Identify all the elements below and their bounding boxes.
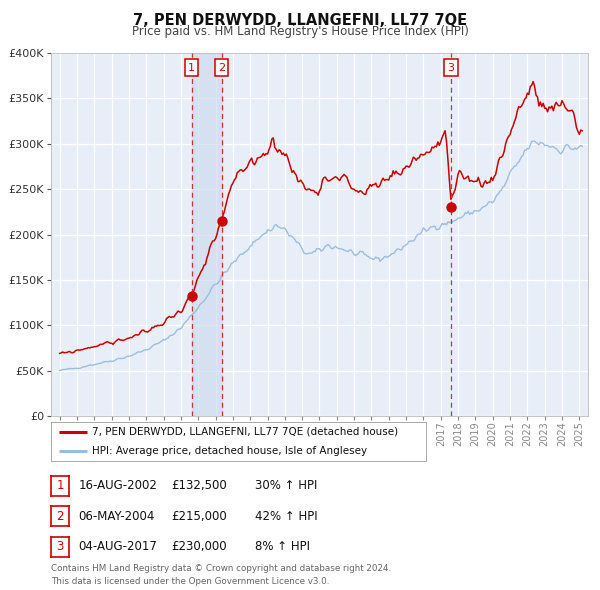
- Text: 16-AUG-2002: 16-AUG-2002: [79, 479, 157, 492]
- Text: This data is licensed under the Open Government Licence v3.0.: This data is licensed under the Open Gov…: [51, 577, 329, 586]
- Text: 7, PEN DERWYDD, LLANGEFNI, LL77 7QE: 7, PEN DERWYDD, LLANGEFNI, LL77 7QE: [133, 13, 467, 28]
- Text: 42% ↑ HPI: 42% ↑ HPI: [255, 510, 317, 523]
- Bar: [191, 53, 221, 416]
- Text: 1: 1: [56, 479, 64, 492]
- Text: Contains HM Land Registry data © Crown copyright and database right 2024.: Contains HM Land Registry data © Crown c…: [51, 564, 391, 573]
- Text: 8% ↑ HPI: 8% ↑ HPI: [255, 540, 310, 553]
- Text: 3: 3: [56, 540, 64, 553]
- Text: 30% ↑ HPI: 30% ↑ HPI: [255, 479, 317, 492]
- Text: 7, PEN DERWYDD, LLANGEFNI, LL77 7QE (detached house): 7, PEN DERWYDD, LLANGEFNI, LL77 7QE (det…: [92, 427, 398, 437]
- Text: £230,000: £230,000: [171, 540, 227, 553]
- Text: £132,500: £132,500: [171, 479, 227, 492]
- Text: £215,000: £215,000: [171, 510, 227, 523]
- Text: 2: 2: [56, 510, 64, 523]
- Text: 3: 3: [448, 63, 454, 73]
- Text: Price paid vs. HM Land Registry's House Price Index (HPI): Price paid vs. HM Land Registry's House …: [131, 25, 469, 38]
- Text: 2: 2: [218, 63, 225, 73]
- Text: HPI: Average price, detached house, Isle of Anglesey: HPI: Average price, detached house, Isle…: [92, 446, 367, 456]
- Text: 06-MAY-2004: 06-MAY-2004: [79, 510, 155, 523]
- Text: 1: 1: [188, 63, 195, 73]
- Text: 04-AUG-2017: 04-AUG-2017: [79, 540, 157, 553]
